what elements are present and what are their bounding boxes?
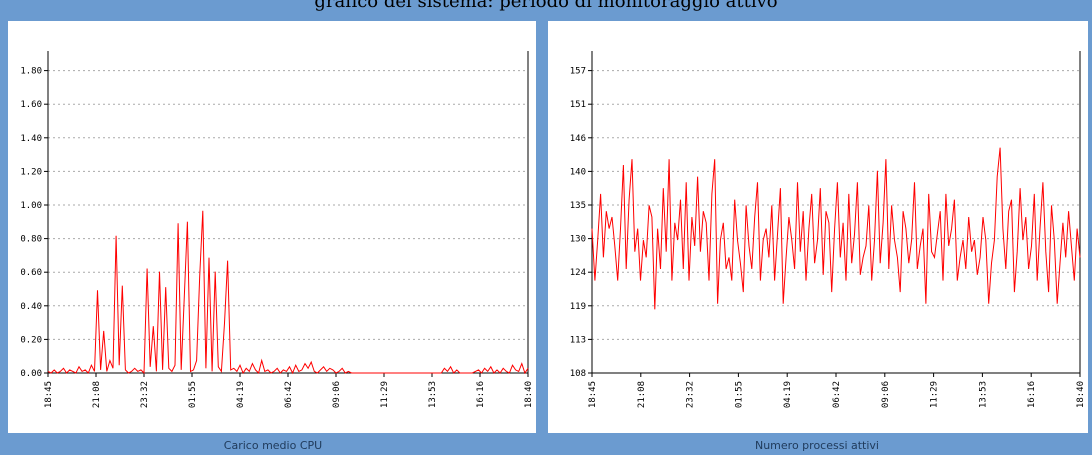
x-tick-label: 18:45 [588,381,598,408]
y-tick-label: 124 [570,268,586,278]
x-tick-label: 18:40 [524,381,534,408]
active-processes-plot-area: 108 113 119 124 130 135 140 146 151 157 18:45 21:08… [548,21,1088,433]
x-tick-label: 11:29 [380,381,390,408]
y-tick-label: 119 [570,302,586,312]
cpu-load-panel: 0.00 0.20 0.40 0.60 0.80 1.00 1.20 1.40 1.60 1.80… [0,17,546,455]
window-title: grafico del sistema: periodo di monitora… [314,0,778,12]
series-line-0 [47,210,529,375]
x-tick-label: 18:40 [1076,381,1086,408]
x-tick-label: 06:42 [284,381,294,408]
cpu-load-plot-area: 0.00 0.20 0.40 0.60 0.80 1.00 1.20 1.40 1.60 1.80… [8,21,536,433]
y-tick-label: 108 [570,369,586,379]
y-tick-label: 1.20 [20,167,42,177]
cpu-load-caption: Carico medio CPU [223,439,323,452]
y-tick-label: 1.40 [20,134,42,144]
active-processes-panel: 108 113 119 124 130 135 140 146 151 157 18:45 21:08… [542,17,1092,455]
x-tick-label: 23:32 [686,381,696,408]
x-tick-label: 18:45 [44,381,54,408]
y-tick-label: 0.60 [20,268,42,278]
x-tick-label: 11:29 [930,381,940,408]
x-tick-label: 04:19 [783,381,793,408]
x-tick-label: 16:16 [1027,381,1037,408]
y-tick-label: 0.40 [20,302,42,312]
y-tick-label: 1.00 [20,201,42,211]
x-tick-label: 01:55 [188,381,198,408]
x-tick-label: 06:42 [832,381,842,408]
y-tick-label: 1.80 [20,67,42,77]
x-tick-label: 09:06 [881,381,891,408]
x-tick-label: 21:08 [92,381,102,408]
x-tick-label: 13:53 [978,381,988,408]
y-tick-label: 151 [570,100,586,110]
x-tick-label: 09:06 [332,381,342,408]
x-tick-label: 04:19 [236,381,246,408]
y-tick-label: 157 [570,67,586,77]
x-tick-label: 21:08 [637,381,647,408]
y-tick-label: 146 [570,134,586,144]
y-tick-label: 140 [570,167,586,177]
window-title-strip: grafico del sistema: periodo di monitora… [0,0,1092,17]
y-tick-label: 1.60 [20,100,42,110]
y-tick-label: 135 [570,201,586,211]
active-processes-chart: 108 113 119 124 130 135 140 146 151 157 18:45 21:08… [570,51,1086,408]
y-tick-label: 113 [570,335,586,345]
x-tick-label: 13:53 [428,381,438,408]
series-line-0 [591,147,1081,310]
x-tick-label: 23:32 [140,381,150,408]
y-tick-label: 130 [570,235,586,245]
cpu-load-chart: 0.00 0.20 0.40 0.60 0.80 1.00 1.20 1.40 1.60 1.80… [20,51,534,408]
active-processes-caption: Numero processi attivi [754,439,879,452]
y-tick-label: 0.80 [20,235,42,245]
x-tick-label: 01:55 [734,381,744,408]
y-tick-label: 0.20 [20,335,42,345]
x-tick-label: 16:16 [476,381,486,408]
y-tick-label: 0.00 [20,369,42,379]
